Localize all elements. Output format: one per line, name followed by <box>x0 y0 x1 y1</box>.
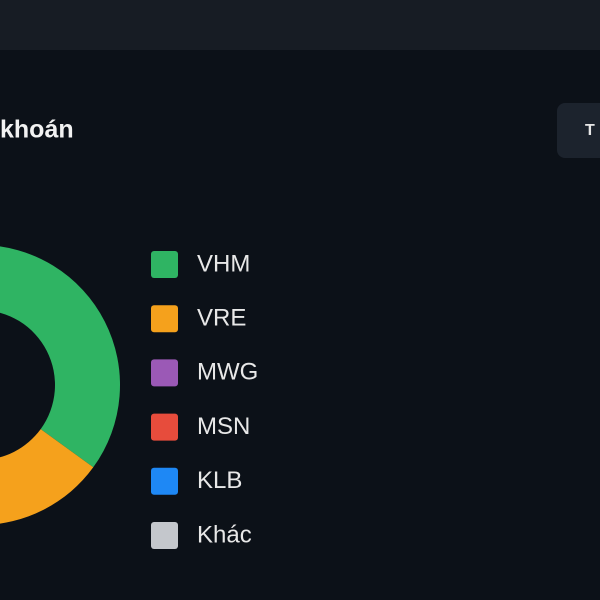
panel-title: khoán <box>0 116 74 144</box>
donut-slice <box>0 429 94 524</box>
legend-swatch <box>151 305 178 333</box>
legend-label: VRE <box>197 305 246 332</box>
donut <box>0 246 120 524</box>
legend-label: MWG <box>197 359 258 386</box>
legend-swatch <box>151 359 178 387</box>
button[interactable] <box>557 103 600 158</box>
legend-swatch <box>151 251 178 278</box>
legend-swatch <box>151 413 178 441</box>
legend: VHM VRE MWG MSN KLB Khác <box>151 250 258 549</box>
donut-slice <box>0 246 120 468</box>
legend-label: VHM <box>197 250 250 277</box>
legend-label: MSN <box>197 413 250 440</box>
legend-swatch <box>151 467 178 495</box>
legend-swatch <box>151 522 178 549</box>
top-bar <box>0 0 600 50</box>
legend-label: KLB <box>197 467 242 494</box>
button-label[interactable]: T <box>585 122 595 139</box>
legend-label: Khác <box>197 521 252 548</box>
